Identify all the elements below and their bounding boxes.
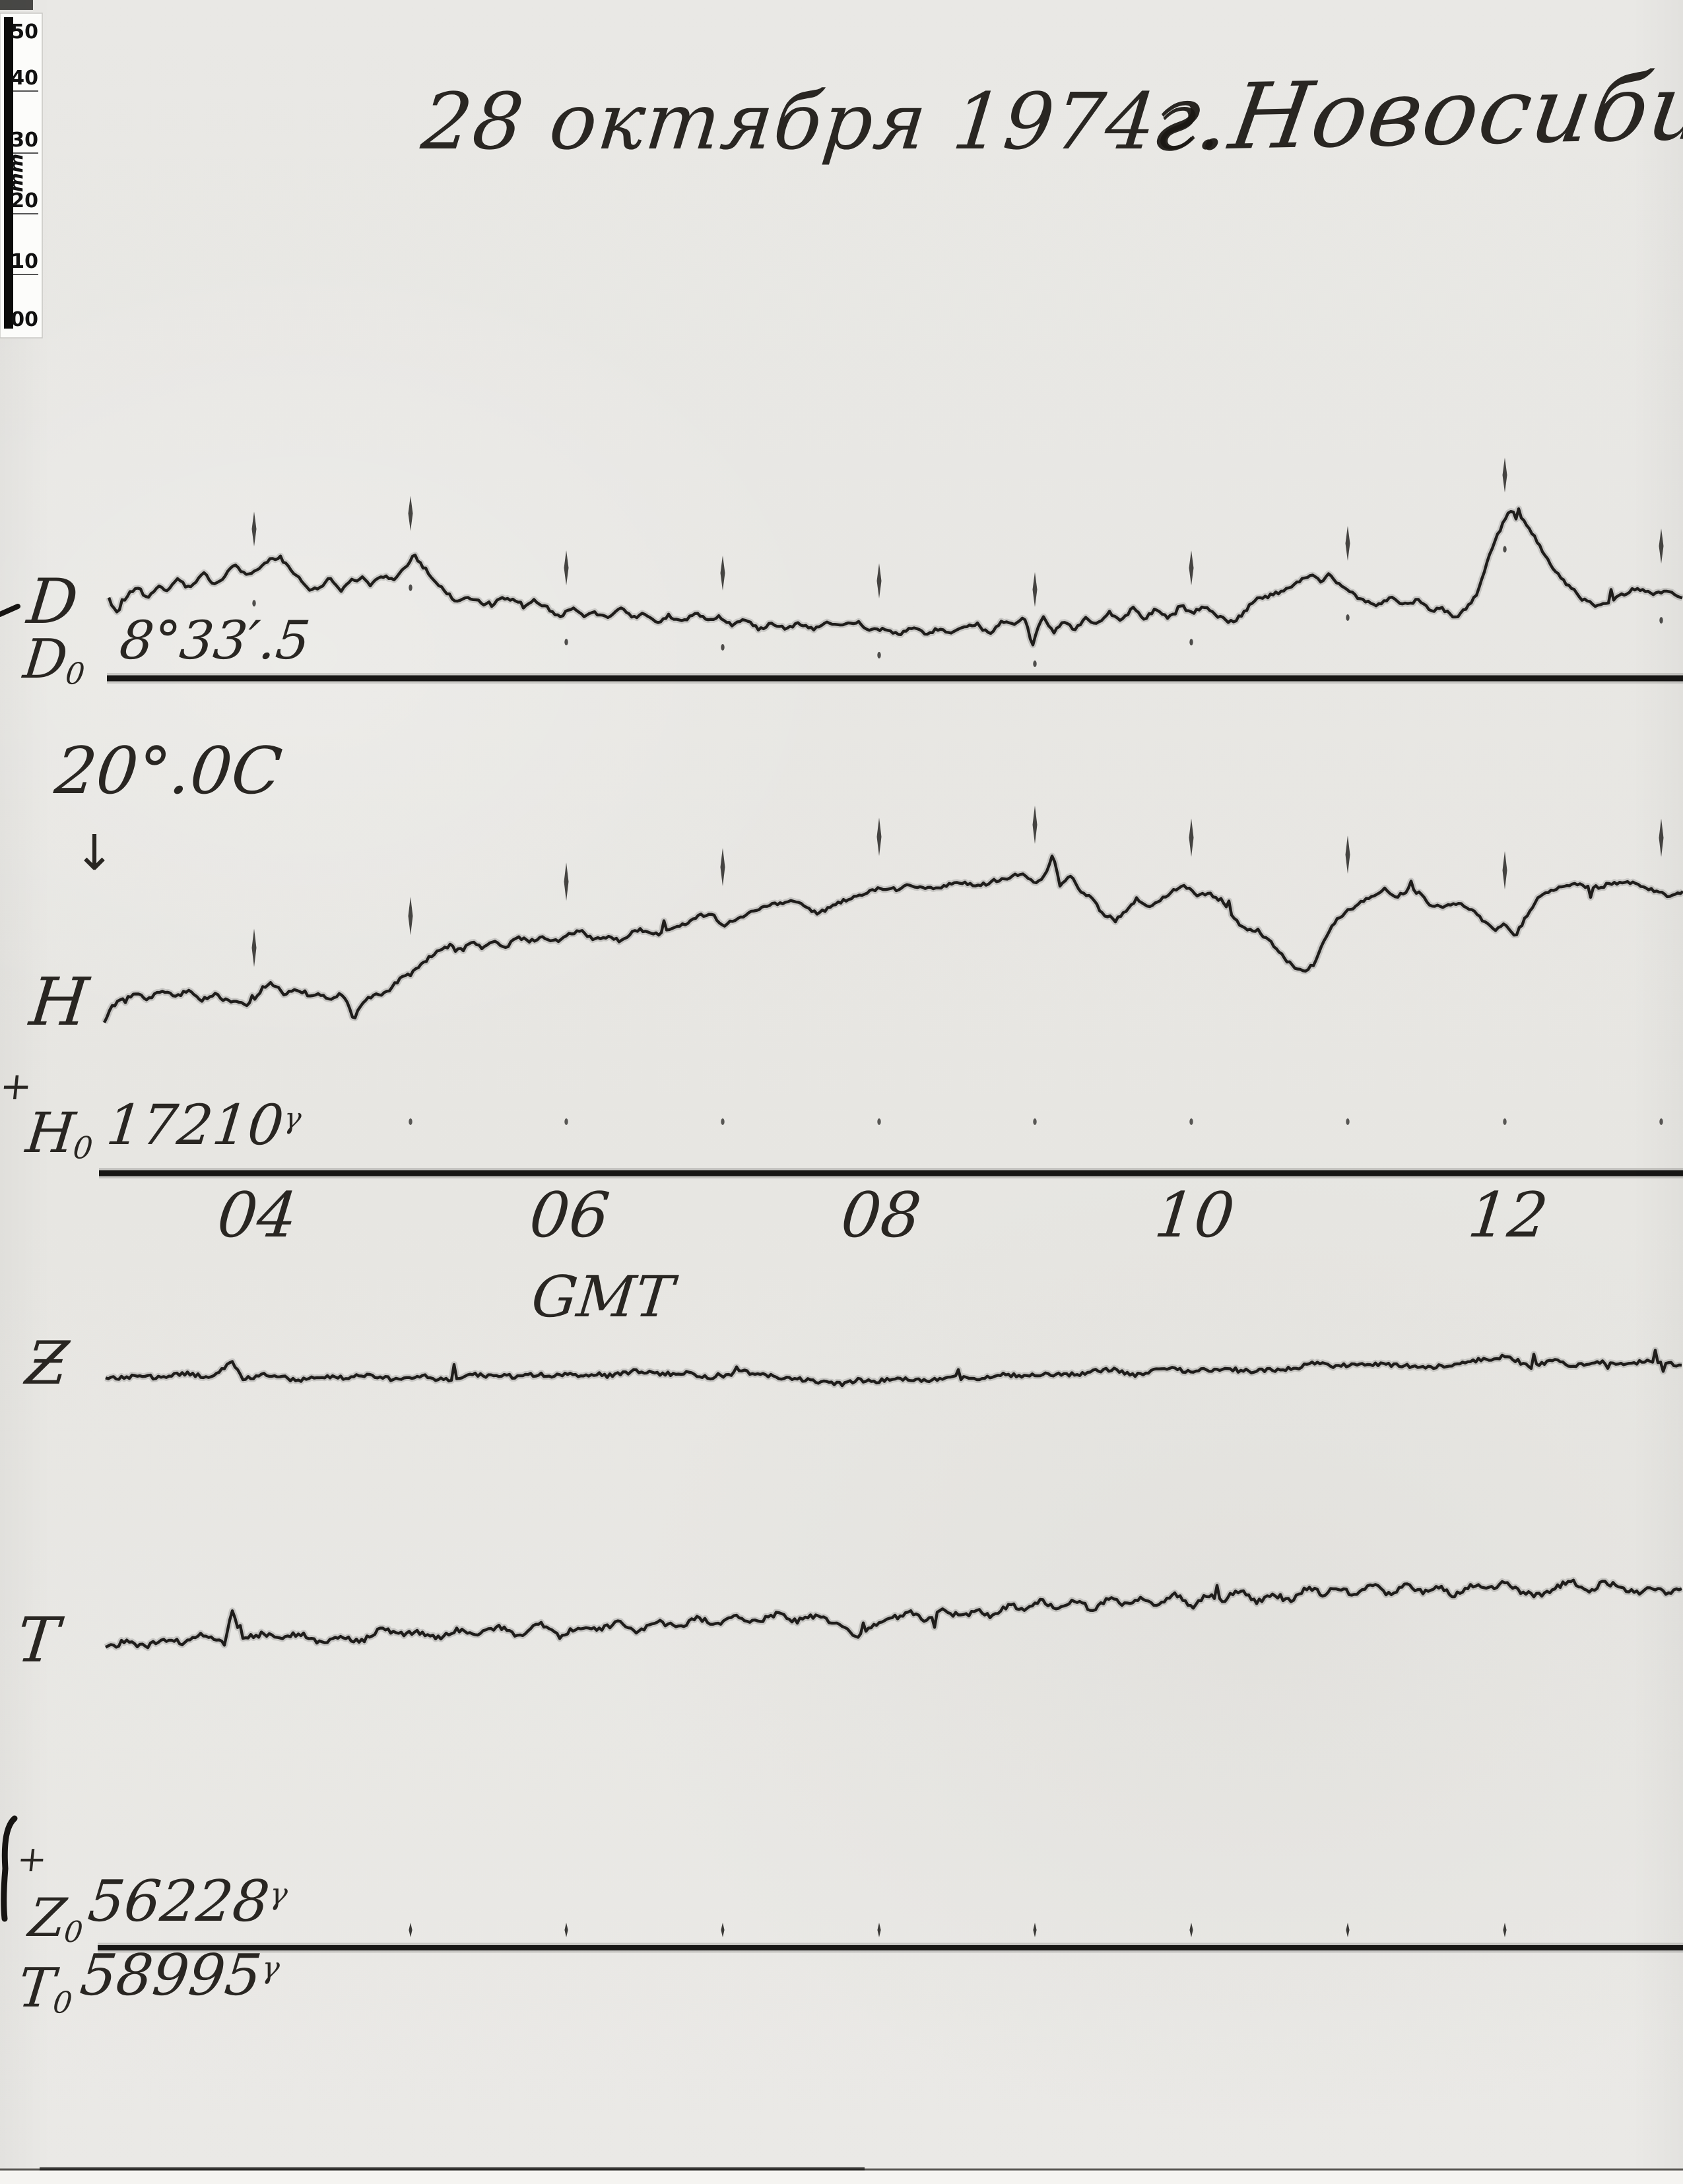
baseline-label-h0: H0	[23, 1101, 98, 1166]
axis-hour-06: 06	[526, 1180, 613, 1252]
z0-subscript: 0	[62, 1915, 85, 1950]
baseline-label-d0: D0	[20, 628, 89, 691]
baseline-value-z0: 56228γ	[85, 1869, 290, 1935]
svg-text:10: 10	[11, 250, 38, 273]
page-title-city: г.Новосибирск	[1145, 50, 1683, 172]
svg-text:20: 20	[11, 189, 38, 212]
svg-text:mm: mm	[5, 154, 27, 192]
page-title-date: 28 октября 1974г.	[417, 76, 1229, 167]
z0-letter: Z	[26, 1887, 69, 1948]
plus-mark-z0: +	[15, 1838, 50, 1880]
baseline-label-z0: Z0	[26, 1887, 87, 1949]
d0-subscript: 0	[63, 656, 87, 691]
h0-number: 17210	[103, 1093, 287, 1157]
axis-hour-04: 04	[214, 1180, 301, 1252]
svg-text:30: 30	[11, 129, 38, 152]
baseline-value-h0: 17210γ	[104, 1093, 304, 1157]
baseline-value-t0: 58995γ	[77, 1943, 282, 2008]
down-arrow-icon: ↓	[74, 825, 116, 882]
h0-letter: H	[22, 1101, 79, 1165]
h0-subscript: 0	[71, 1130, 95, 1166]
baseline-value-d0: 8°33′.5	[117, 610, 314, 671]
axis-gmt-label: GМТ	[528, 1264, 677, 1330]
t0-letter: T	[15, 1957, 58, 2020]
svg-text:40: 40	[11, 67, 38, 90]
axis-hour-10: 10	[1151, 1180, 1238, 1252]
gamma-unit-icon: γ	[282, 1101, 304, 1136]
z0-number: 56228	[84, 1869, 273, 1935]
trace-label-z: Ƶ	[22, 1329, 72, 1398]
gamma-unit-icon: γ	[260, 1950, 282, 1985]
trace-label-h: H	[26, 963, 92, 1041]
svg-text:00: 00	[11, 308, 38, 331]
temperature-annotation: 20°.0C	[51, 734, 286, 809]
trace-label-d: D	[24, 566, 82, 638]
d0-letter: D	[20, 628, 71, 691]
baseline-label-t0: T0	[15, 1957, 77, 2020]
svg-text:50: 50	[11, 20, 38, 44]
t0-subscript: 0	[51, 1985, 74, 2020]
t0-number: 58995	[77, 1943, 265, 2008]
gamma-unit-icon: γ	[268, 1876, 290, 1911]
axis-hour-08: 08	[838, 1180, 925, 1252]
trace-label-t: T	[13, 1605, 63, 1677]
axis-hour-12: 12	[1465, 1180, 1552, 1252]
